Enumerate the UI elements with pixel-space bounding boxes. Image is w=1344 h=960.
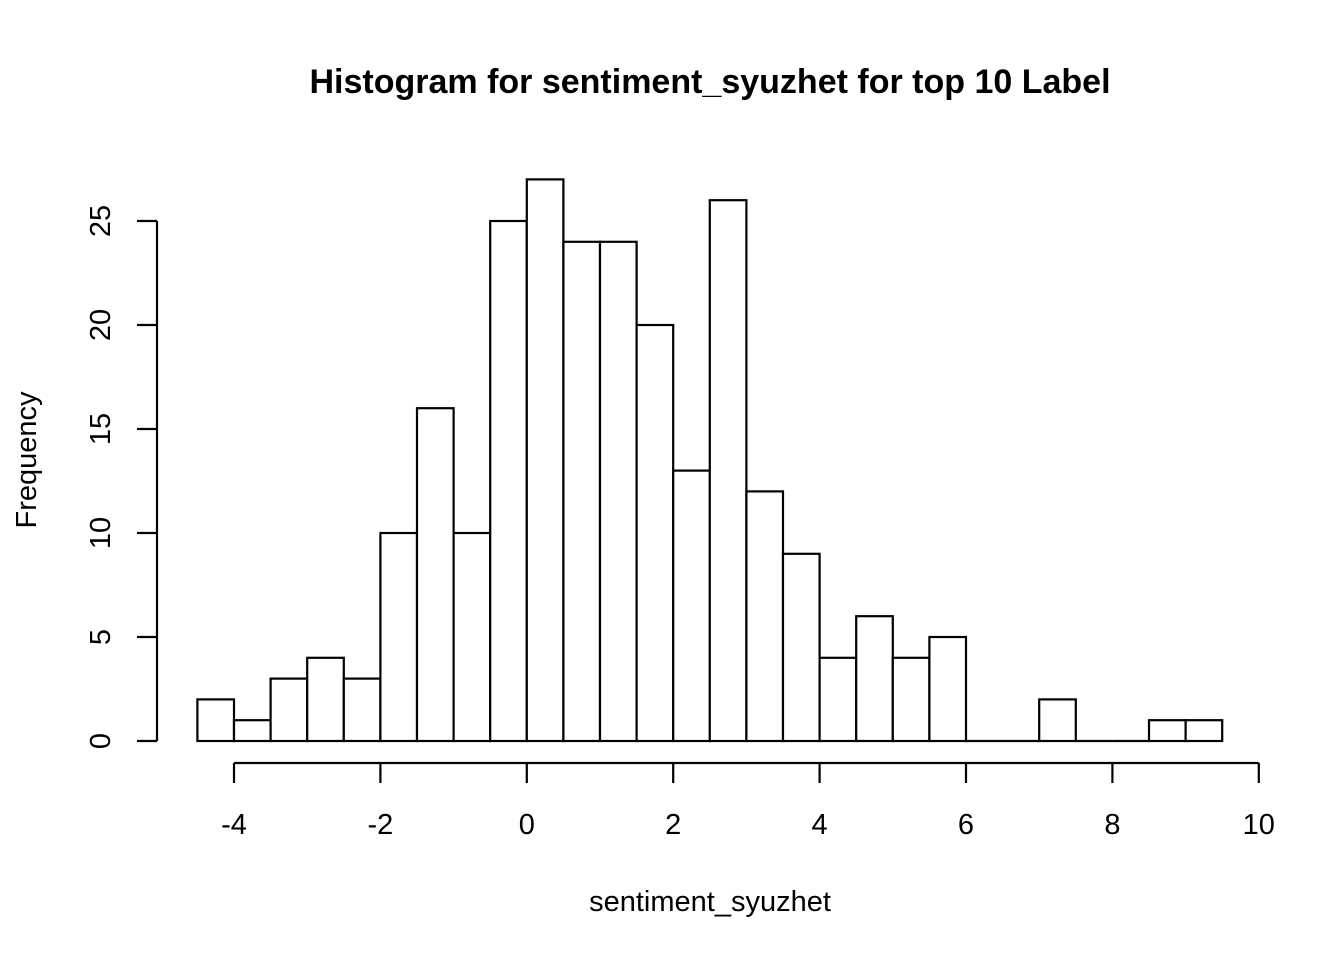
x-tick-label: 6: [958, 809, 974, 841]
x-tick-label: 0: [519, 809, 535, 841]
y-axis: 0 5 10 15 20 25: [85, 205, 159, 749]
chart-title: Histogram for sentiment_syuzhet for top …: [309, 63, 1110, 101]
x-axis: -4 -2 0 2 4 6 8 10: [221, 761, 1275, 841]
histogram-bar: [891, 656, 931, 743]
histogram-bar: [1184, 719, 1224, 743]
x-tick-label: 4: [812, 809, 828, 841]
bars-group: [196, 178, 1224, 743]
histogram-bar: [781, 552, 821, 743]
y-tick-label: 5: [85, 629, 117, 645]
x-tick-label: 2: [665, 809, 681, 841]
histogram-bar: [489, 219, 528, 743]
histogram-bar: [1038, 698, 1077, 743]
histogram-bar: [598, 240, 638, 743]
y-tick-label: 0: [85, 733, 117, 749]
histogram-bar: [672, 469, 711, 743]
histogram-bar: [342, 677, 382, 743]
histogram-bar: [855, 615, 894, 743]
histogram-bar: [415, 407, 455, 743]
y-tick-label: 15: [85, 413, 117, 445]
histogram-bar: [745, 490, 785, 743]
histogram-bar: [232, 719, 272, 743]
histogram-bar: [635, 323, 675, 743]
y-axis-label: Frequency: [11, 391, 43, 529]
histogram-bar: [379, 531, 419, 743]
histogram-bar: [562, 240, 602, 743]
histogram-bar: [1147, 719, 1187, 743]
x-tick-label: 8: [1104, 809, 1120, 841]
histogram-bar: [928, 635, 968, 743]
x-tick-label: 10: [1243, 809, 1275, 841]
x-tick-label: -2: [368, 809, 394, 841]
histogram-bar: [708, 199, 748, 743]
y-tick-label: 20: [85, 309, 117, 341]
histogram-bar: [196, 698, 236, 743]
x-tick-label: -4: [221, 809, 247, 841]
histogram-bar: [269, 677, 309, 743]
y-tick-label: 10: [85, 517, 117, 549]
histogram-bar: [452, 531, 492, 743]
histogram-bar: [818, 656, 858, 743]
y-tick-label: 25: [85, 205, 117, 237]
histogram-bar: [306, 656, 345, 743]
x-axis-label: sentiment_syuzhet: [589, 886, 831, 918]
histogram-bar: [525, 178, 565, 743]
